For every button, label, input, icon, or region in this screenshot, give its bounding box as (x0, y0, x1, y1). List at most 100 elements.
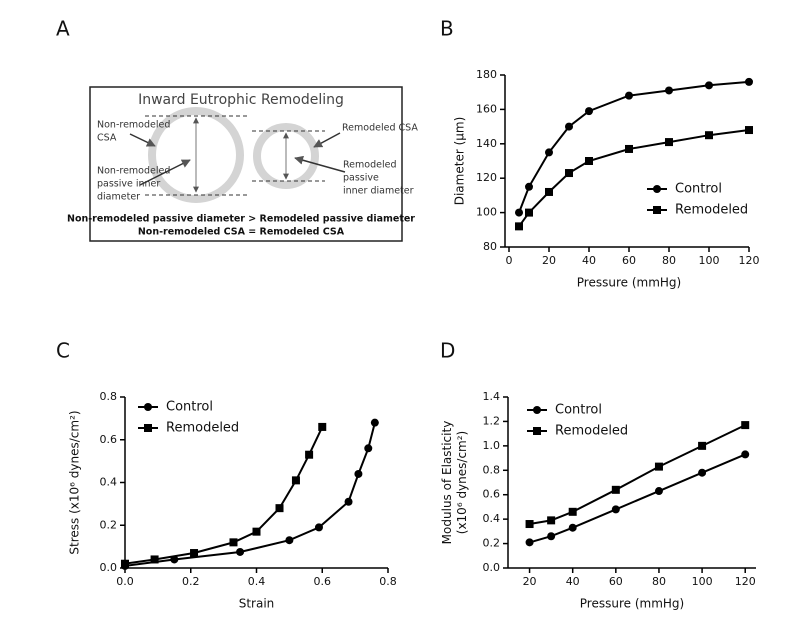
marker (545, 148, 553, 157)
marker (236, 547, 245, 556)
marker (565, 169, 573, 178)
series-line (124, 422, 376, 567)
y-tick-label: 0.6 (483, 488, 501, 501)
y-tick-label: 80 (483, 240, 497, 253)
marker (525, 520, 534, 529)
marker (568, 523, 577, 532)
marker (611, 485, 620, 494)
marker (653, 206, 661, 214)
diagram-label: passive inner (97, 179, 160, 190)
marker (585, 107, 593, 116)
marker (698, 468, 707, 477)
y-tick-label: 0.6 (100, 433, 118, 446)
y-axis-label: Diameter (μm) (453, 117, 467, 206)
marker (515, 222, 523, 231)
y-axis-label: Modulus of Elasticity (440, 421, 454, 545)
legend-label: Remodeled (166, 421, 239, 436)
diagram-label: CSA (97, 133, 117, 144)
diagram-label: Non-remodeled (97, 120, 170, 131)
marker (611, 505, 620, 514)
x-axis-label: Strain (239, 597, 275, 611)
x-tick-label: 0.8 (379, 575, 397, 588)
marker (654, 462, 663, 471)
y-tick-label: 0.4 (483, 512, 501, 525)
x-tick-label: 20 (542, 254, 556, 267)
marker (654, 487, 663, 496)
marker (705, 81, 713, 90)
marker (705, 131, 713, 140)
marker (275, 504, 284, 513)
x-tick-label: 60 (622, 254, 636, 267)
y-tick-label: 0.8 (483, 463, 501, 476)
legend-label: Remodeled (555, 424, 628, 439)
marker (585, 157, 593, 165)
marker (625, 144, 633, 153)
legend-label: Remodeled (675, 203, 748, 218)
series-line (124, 426, 324, 565)
marker (305, 450, 314, 459)
marker (665, 86, 673, 95)
marker (625, 91, 633, 100)
pointer-arrow (139, 159, 191, 186)
marker (354, 469, 363, 478)
x-tick-label: 80 (662, 254, 676, 267)
legend-label: Control (555, 403, 602, 418)
marker (190, 549, 199, 558)
marker (229, 538, 238, 547)
panel-label: B (440, 17, 454, 41)
marker (741, 421, 750, 430)
marker (698, 441, 707, 450)
series-line (529, 453, 746, 544)
marker (121, 559, 129, 568)
pointer-arrow (129, 133, 156, 147)
x-tick-label: 120 (739, 254, 760, 267)
vessel-large (148, 107, 244, 203)
panel-label: C (56, 339, 70, 363)
x-tick-label: 60 (609, 575, 623, 588)
marker (533, 406, 541, 414)
chart: C 0.0 0.2 0.4 0.6 0.8 0.0 0.2 0.4 0.6 0.8 Strain Str… (56, 339, 397, 611)
x-tick-label: 0.0 (116, 575, 134, 588)
y-axis-label: Stress (x10⁶ dynes/cm²) (68, 410, 82, 554)
marker (515, 208, 523, 217)
chart: D 20 40 60 80 100 120 0.0 0.2 0.4 0.6 0.8 1.0 1.2 1.4 P… (440, 339, 756, 611)
diagram-frame (89, 86, 403, 242)
x-axis-label: Pressure (mmHg) (577, 276, 681, 290)
diagram-label: Non-remodeled (97, 166, 170, 177)
y-tick-label: 100 (476, 206, 497, 219)
marker (533, 427, 541, 435)
y-tick-label: 0.0 (483, 561, 501, 574)
x-tick-label: 0.2 (182, 575, 200, 588)
x-tick-label: 0.4 (248, 575, 266, 588)
marker (568, 507, 577, 516)
pointer-arrow (313, 132, 341, 148)
marker (285, 536, 294, 545)
marker (525, 538, 534, 547)
diagram-label: Remodeled CSA (342, 123, 418, 134)
x-tick-label: 20 (523, 575, 537, 588)
marker (144, 424, 152, 432)
marker (525, 182, 533, 191)
legend-label: Control (166, 400, 213, 415)
diagram-label: inner diameter (343, 186, 414, 197)
vessel-small (253, 123, 319, 189)
legend-label: Control (675, 182, 722, 197)
y-tick-label: 0.2 (483, 537, 501, 550)
marker (150, 555, 159, 564)
y-tick-label: 1.2 (483, 414, 501, 427)
marker (745, 126, 753, 135)
diagram-label: passive (343, 173, 379, 184)
marker (665, 138, 673, 147)
series-line (529, 424, 746, 525)
marker (291, 476, 300, 485)
x-tick-label: 0 (506, 254, 513, 267)
diagram-title: Inward Eutrophic Remodeling (138, 92, 344, 108)
x-tick-label: 100 (692, 575, 713, 588)
y-tick-label: 140 (476, 137, 497, 150)
y-tick-label: 1.4 (483, 390, 501, 403)
x-tick-label: 80 (652, 575, 666, 588)
marker (318, 422, 327, 431)
diagram-footer: Non-remodeled CSA = Remodeled CSA (138, 227, 345, 238)
marker (344, 497, 353, 506)
